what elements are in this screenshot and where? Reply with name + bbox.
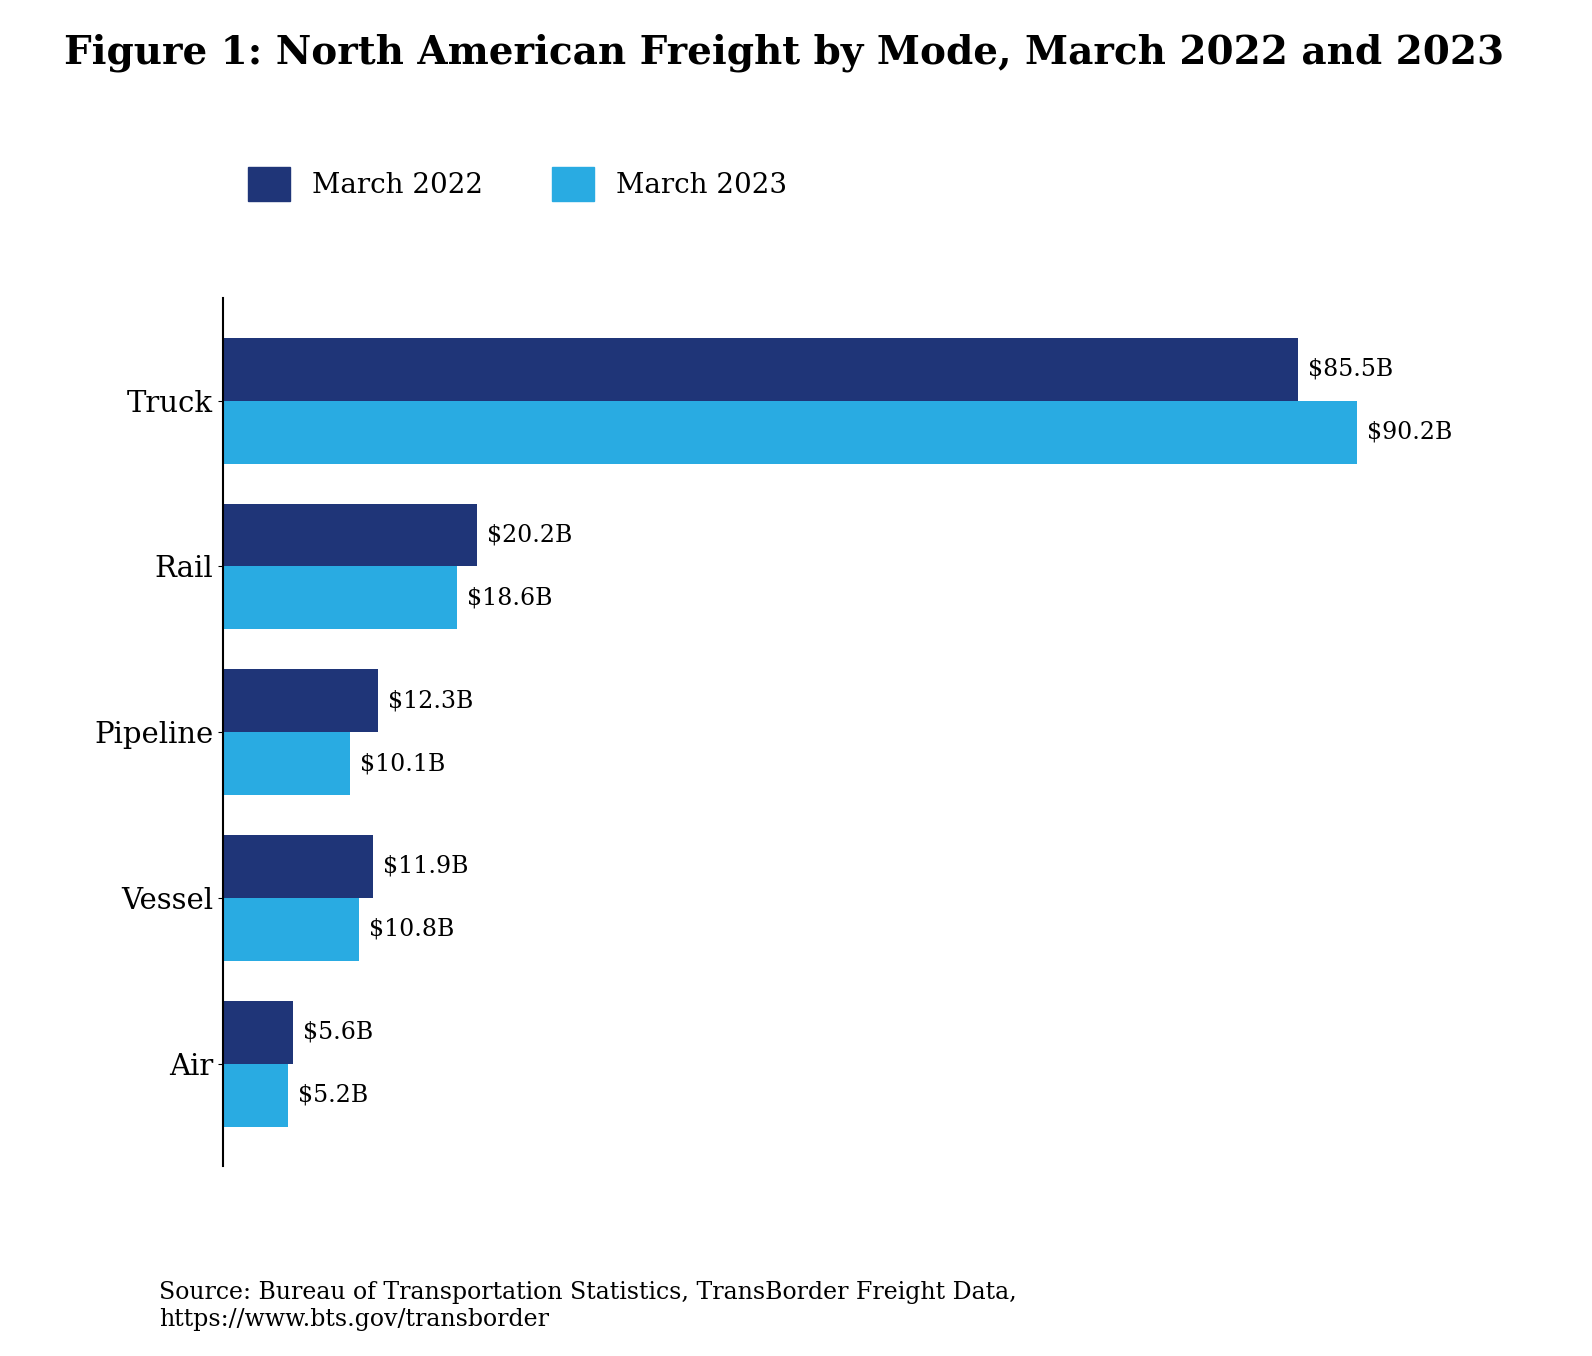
- Text: $5.6B: $5.6B: [304, 1021, 374, 1044]
- Text: $85.5B: $85.5B: [1309, 358, 1393, 381]
- Bar: [223, 898, 358, 961]
- Text: Figure 1: North American Freight by Mode, March 2022 and 2023: Figure 1: North American Freight by Mode…: [64, 34, 1504, 72]
- Text: $11.9B: $11.9B: [382, 856, 468, 877]
- Bar: [223, 503, 478, 567]
- Text: $12.3B: $12.3B: [387, 689, 473, 712]
- Bar: [223, 1001, 293, 1063]
- Bar: [223, 401, 1358, 464]
- Bar: [223, 1063, 288, 1127]
- Text: $10.8B: $10.8B: [369, 918, 454, 941]
- Bar: [223, 835, 373, 898]
- Bar: [223, 567, 457, 629]
- Bar: [223, 670, 377, 732]
- Text: Source: Bureau of Transportation Statistics, TransBorder Freight Data,
https://w: Source: Bureau of Transportation Statist…: [159, 1281, 1017, 1332]
- Legend: March 2022, March 2023: March 2022, March 2023: [237, 156, 798, 212]
- Bar: [223, 732, 350, 795]
- Text: $10.1B: $10.1B: [360, 753, 446, 776]
- Text: $5.2B: $5.2B: [298, 1083, 369, 1106]
- Bar: [223, 338, 1297, 401]
- Text: $20.2B: $20.2B: [487, 523, 573, 546]
- Text: $90.2B: $90.2B: [1368, 420, 1453, 443]
- Text: $18.6B: $18.6B: [466, 587, 552, 609]
